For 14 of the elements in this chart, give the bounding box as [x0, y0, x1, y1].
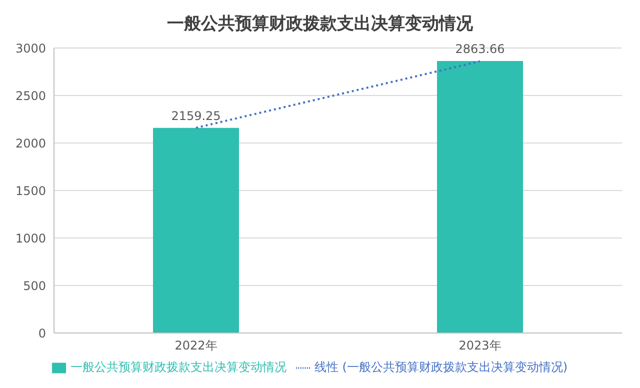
- y-tick-label: 500: [23, 278, 46, 293]
- y-tick-label: 3000: [15, 41, 46, 56]
- y-tick-label: 1000: [15, 231, 46, 246]
- legend-label: 一般公共预算财政拨款支出决算变动情况: [70, 360, 286, 374]
- y-tick-label: 2000: [15, 136, 46, 150]
- x-tick-label: 2022年: [174, 338, 218, 353]
- data-label: 2863.66: [455, 42, 505, 56]
- chart-title: 一般公共预算财政拨款支出决算变动情况: [166, 13, 474, 36]
- legend-label: 线性 (一般公共预算财政拨款支出决算变动情况): [314, 360, 568, 374]
- y-tick-label: 2500: [15, 88, 46, 103]
- data-label: 2159.25: [171, 108, 221, 123]
- y-tick-label: 1500: [15, 184, 46, 198]
- y-tick-label: 0: [38, 326, 46, 340]
- x-tick-label: 2023年: [458, 338, 502, 353]
